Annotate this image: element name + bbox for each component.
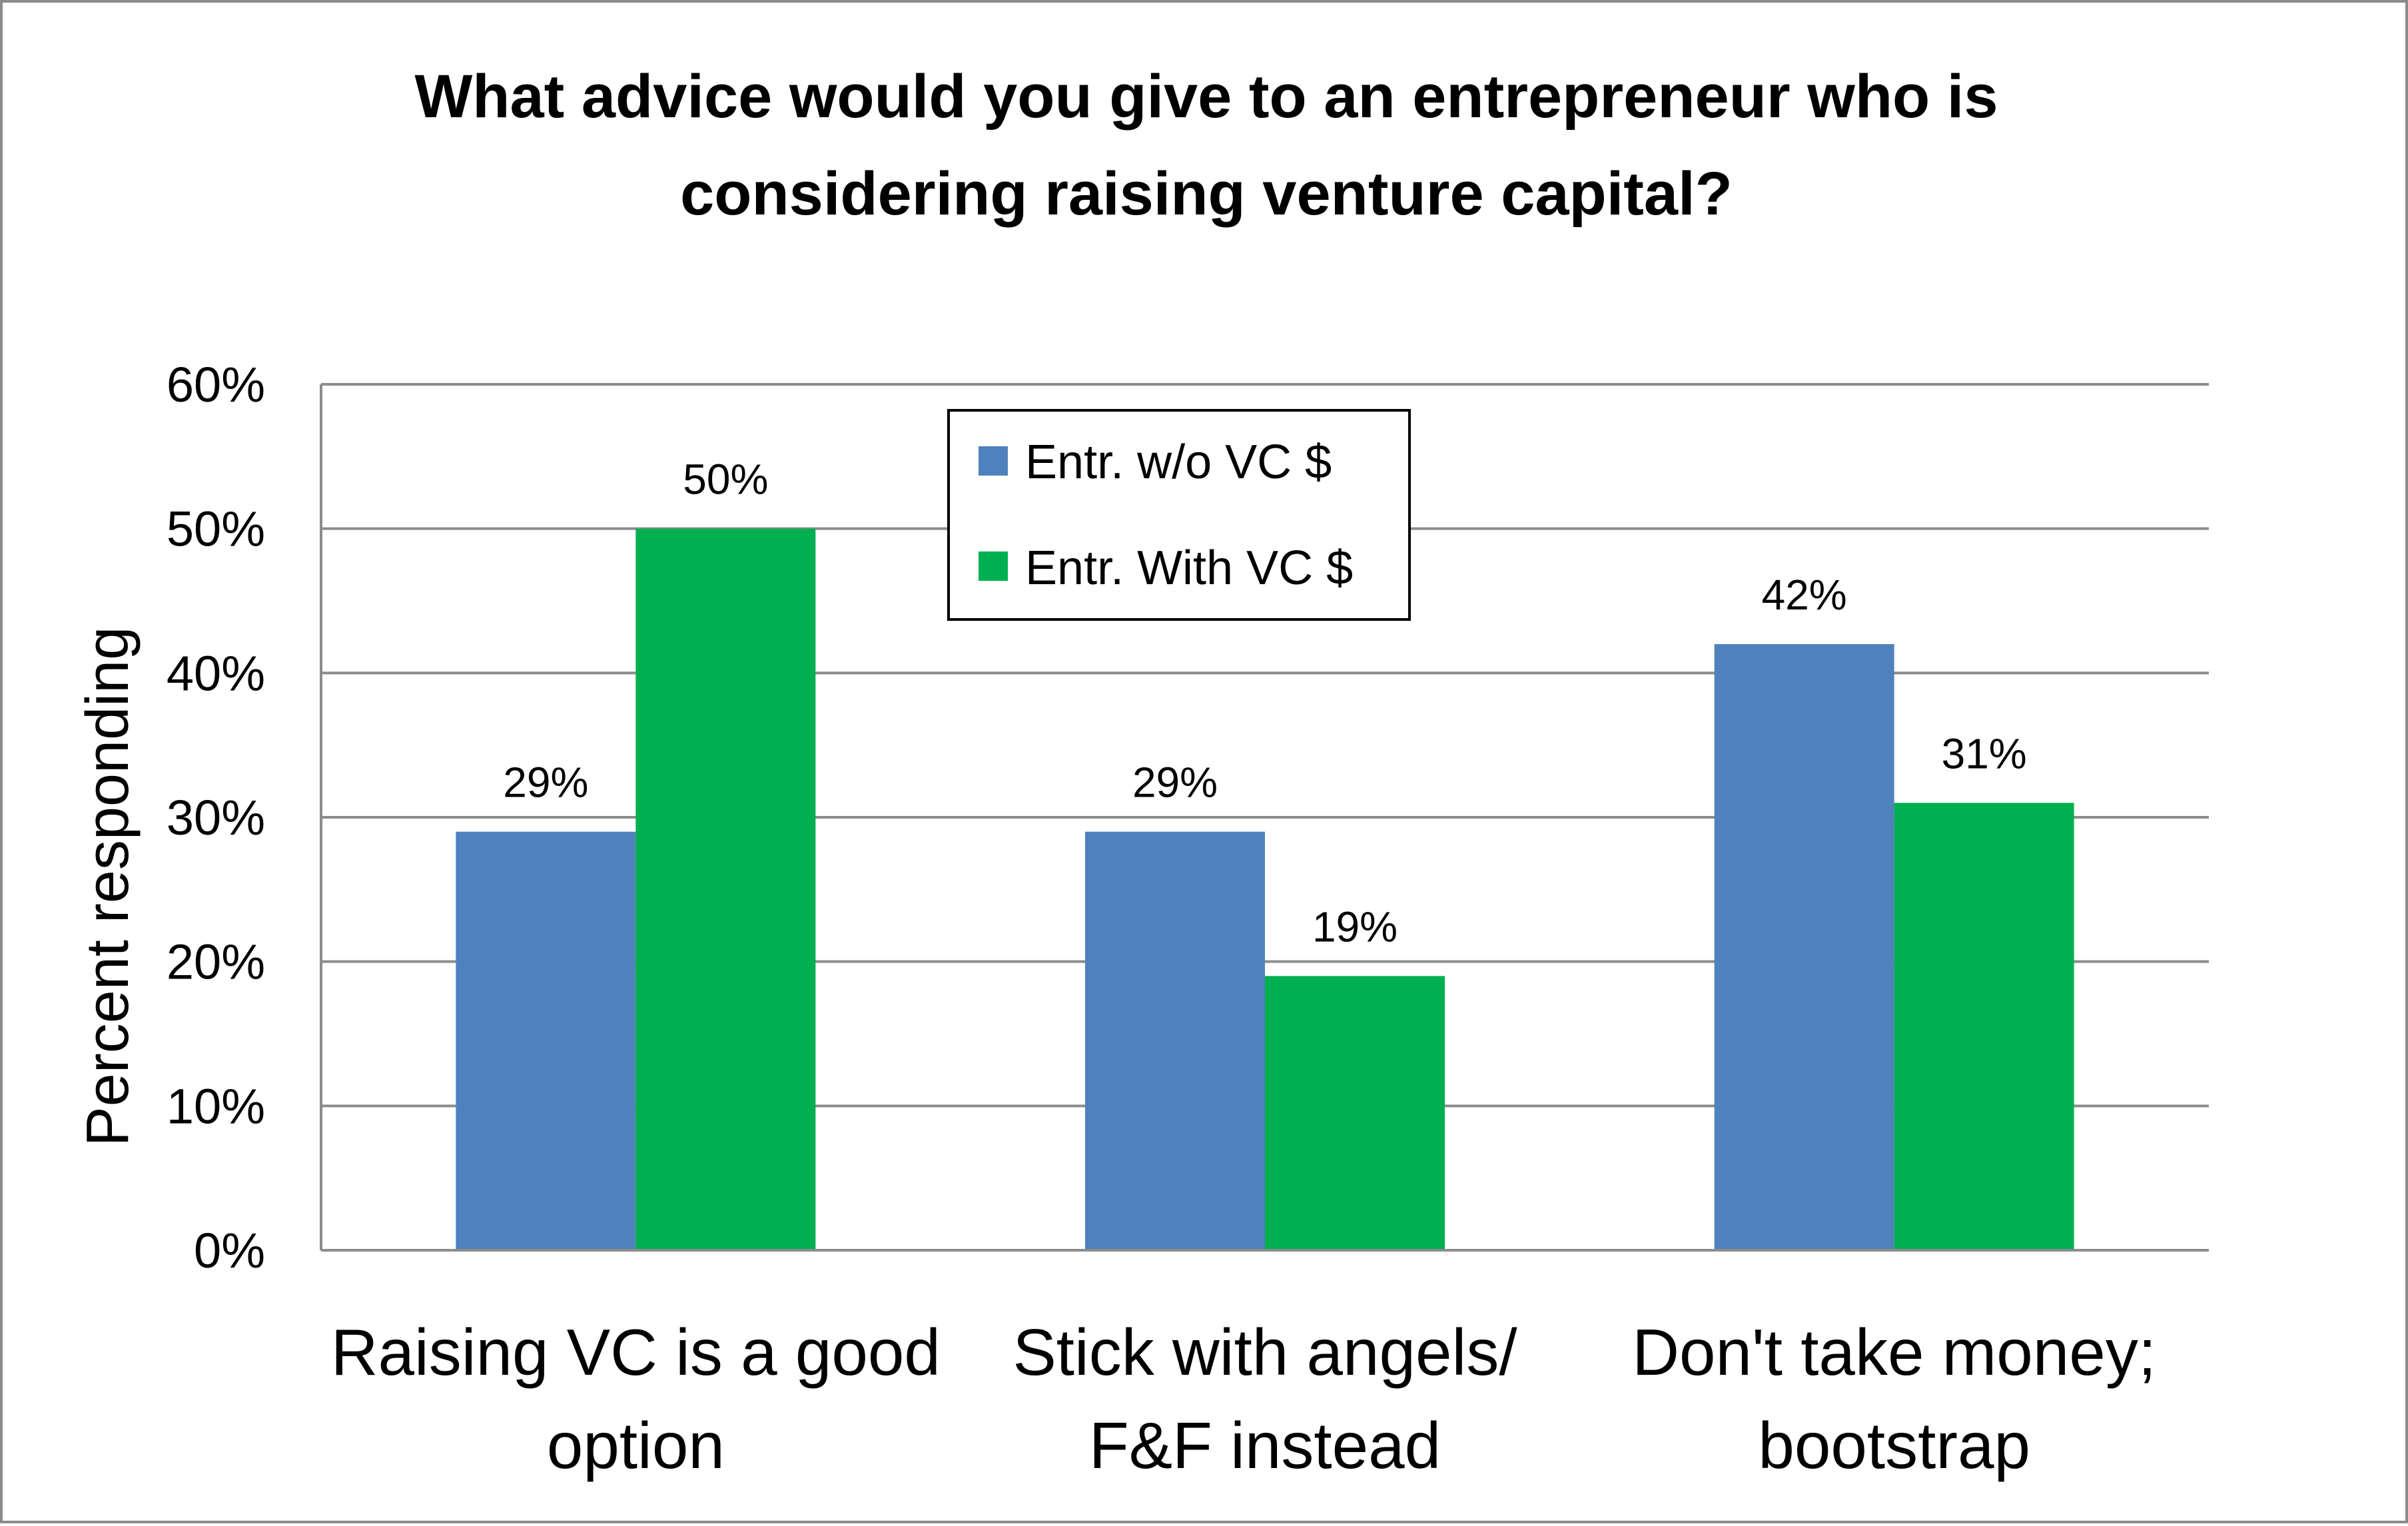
x-category-label: Don't take money; [1632,1316,2156,1389]
x-axis-categories: Raising VC is a good option Stick with ang… [331,1316,2156,1482]
data-label: 29% [1132,759,1218,807]
bar [456,831,636,1250]
x-category-label: Stick with angels/ [1012,1316,1517,1389]
bars [456,528,2074,1250]
data-label: 19% [1312,903,1398,951]
axes [320,384,2209,1252]
legend-swatch-entr-with-vc [979,552,1008,581]
x-category-label: option [547,1409,725,1482]
x-category-label: bootstrap [1758,1409,2030,1482]
chart-title-line-2: considering raising venture capital? [680,160,1733,228]
y-axis-ticks: 0% 10% 20% 30% 40% 50% 60% [167,357,265,1278]
bar [1265,976,1445,1250]
data-label: 29% [503,759,588,807]
y-tick-label: 60% [167,357,265,412]
legend-label-entr-with-vc: Entr. With VC $ [1025,542,1353,595]
x-category-label: F&F instead [1089,1409,1441,1482]
y-axis-label: Percent responding [75,627,141,1147]
y-tick-label: 20% [167,935,265,990]
y-tick-label: 0% [194,1223,265,1278]
y-tick-label: 40% [167,645,265,701]
chart-title-line-1: What advice would you give to an entrepr… [414,63,1998,131]
data-labels: 29% 29% 42% 50% 19% 31% [503,456,2026,951]
legend: Entr. w/o VC $ Entr. With VC $ [947,409,1411,621]
y-tick-label: 10% [167,1078,265,1134]
bar [1714,644,1894,1250]
legend-box [947,409,1411,621]
bar-chart: What advice would you give to an entrepr… [75,63,2209,1482]
x-category-label: Raising VC is a good [331,1316,941,1389]
bar [1894,803,2074,1250]
legend-swatch-entr-without-vc [979,446,1008,476]
chart-title: What advice would you give to an entrepr… [414,63,1998,228]
data-label: 31% [1942,729,2027,777]
bar [635,528,816,1250]
legend-label-entr-without-vc: Entr. w/o VC $ [1025,436,1332,489]
data-label: 50% [683,456,768,504]
y-tick-label: 50% [167,502,265,557]
data-label: 42% [1762,571,1847,619]
y-tick-label: 30% [167,790,265,845]
bar [1085,831,1265,1250]
